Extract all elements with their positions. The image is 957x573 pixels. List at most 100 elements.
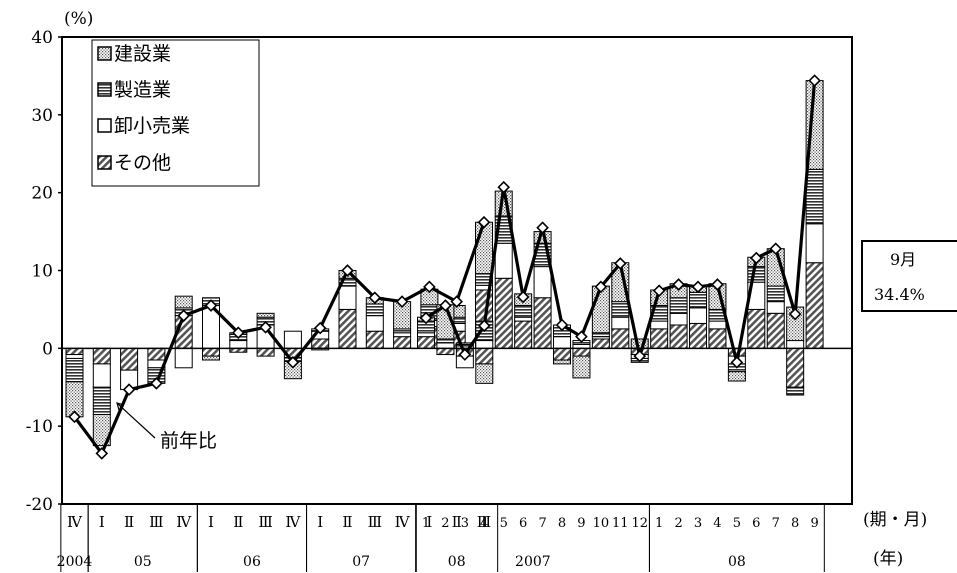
bar-other-month bbox=[611, 328, 630, 349]
x-tick-label-quarter: Ⅲ bbox=[368, 513, 382, 531]
yoy-marker bbox=[423, 280, 436, 294]
x-tick-label-month: 6 bbox=[752, 516, 760, 531]
yoy-marker bbox=[613, 257, 627, 270]
bar-other-month bbox=[494, 277, 513, 349]
yoy-label: 前年比 bbox=[160, 430, 217, 452]
bar-other-month bbox=[650, 328, 669, 349]
yoy-marker bbox=[450, 295, 464, 308]
year-label: 07 bbox=[352, 554, 370, 570]
bar-retail-quarter bbox=[92, 363, 111, 388]
legend-label-retail: 卸小売業 bbox=[114, 115, 190, 137]
yoy-arrow-shaft bbox=[117, 403, 156, 439]
legend: 建設業 製造業 卸小売業 その他 bbox=[91, 39, 260, 187]
bar-manufacturing-month bbox=[591, 332, 610, 338]
bar-retail-month bbox=[669, 312, 688, 326]
yoy-marker bbox=[555, 318, 569, 332]
callout-box bbox=[861, 240, 957, 312]
bar-other-month bbox=[591, 338, 610, 349]
bar-retail-month bbox=[436, 342, 455, 349]
x-tick-label-month: 11 bbox=[612, 516, 629, 531]
bar-manufacturing-month bbox=[669, 297, 688, 314]
x-tick-label-month: 10 bbox=[593, 516, 610, 531]
bar-retail-month bbox=[417, 332, 435, 338]
bar-other-month bbox=[553, 347, 572, 361]
bar-other-month bbox=[708, 328, 727, 349]
yoy-marker bbox=[536, 221, 549, 235]
x-tick-label-quarter: Ⅰ bbox=[208, 513, 214, 531]
yoy-marker bbox=[477, 319, 491, 333]
x-tick-label-month: 1 bbox=[422, 516, 430, 531]
bar-retail-quarter bbox=[365, 315, 384, 332]
bar-manufacturing-quarter bbox=[65, 357, 84, 383]
bar-other-month bbox=[533, 297, 552, 349]
x-tick-label-quarter: Ⅱ bbox=[452, 513, 462, 531]
legend-swatch-manufacturing bbox=[97, 82, 112, 97]
x-tick-label-month: 5 bbox=[500, 516, 508, 531]
yoy-marker bbox=[672, 278, 685, 291]
plot-frame bbox=[61, 36, 853, 505]
x-tick-label-month: 7 bbox=[772, 516, 780, 531]
bar-construction-quarter bbox=[174, 295, 193, 309]
bar-manufacturing-month bbox=[689, 291, 708, 309]
yoy-marker bbox=[122, 383, 136, 396]
yoy-marker bbox=[439, 299, 452, 312]
y-tick-label: -20 bbox=[26, 495, 53, 515]
x-tick-label-month: 9 bbox=[577, 516, 585, 531]
yoy-marker bbox=[395, 295, 409, 308]
yoy-marker bbox=[808, 74, 821, 87]
yoy-marker bbox=[286, 356, 300, 369]
bar-other-month bbox=[514, 320, 533, 349]
yoy-marker bbox=[259, 320, 272, 334]
y-tick-label: -10 bbox=[26, 417, 53, 437]
x-tick-label-month: 7 bbox=[538, 516, 546, 531]
y-tick-label: 40 bbox=[31, 28, 53, 48]
x-tick-label-month: 4 bbox=[713, 516, 721, 531]
bar-manufacturing-month bbox=[436, 338, 455, 344]
x-tick-label-quarter: Ⅱ bbox=[233, 513, 243, 531]
yoy-marker bbox=[497, 180, 511, 194]
year-label: 08 bbox=[448, 554, 466, 570]
x-tick-label-quarter: Ⅳ bbox=[395, 513, 411, 531]
year-label: 05 bbox=[134, 554, 152, 570]
x-tick-label-month: 3 bbox=[694, 516, 702, 531]
bar-construction-quarter bbox=[475, 221, 493, 275]
x-tick-label-quarter: Ⅱ bbox=[124, 513, 134, 531]
bar-retail-month bbox=[611, 316, 630, 330]
bar-retail-quarter bbox=[393, 332, 412, 338]
yoy-marker bbox=[575, 330, 588, 343]
bar-other-quarter bbox=[202, 347, 220, 357]
bar-manufacturing-month bbox=[611, 301, 630, 318]
bar-other-quarter bbox=[365, 330, 384, 349]
bar-other-month bbox=[805, 262, 824, 349]
year-label: 2007 bbox=[515, 554, 551, 570]
y-tick-label: 0 bbox=[42, 339, 53, 359]
x-tick-label-quarter: Ⅱ bbox=[342, 513, 352, 531]
bar-retail-month bbox=[805, 223, 824, 264]
x-tick-label-quarter: Ⅳ bbox=[285, 513, 301, 531]
x-tick-label-month: 9 bbox=[810, 516, 818, 531]
legend-box bbox=[91, 39, 260, 187]
bar-retail-quarter bbox=[229, 340, 248, 349]
x-tick-label-month: 5 bbox=[733, 516, 741, 531]
bar-other-month bbox=[747, 308, 766, 349]
bar-manufacturing-month bbox=[514, 305, 533, 318]
x-tick-label-month: 6 bbox=[519, 516, 527, 531]
bar-other-quarter bbox=[256, 347, 275, 357]
bar-construction-month bbox=[553, 359, 572, 365]
yoy-marker bbox=[477, 215, 491, 229]
bar-other-quarter bbox=[393, 336, 412, 349]
year-label: 08 bbox=[728, 554, 746, 570]
yoy-marker bbox=[68, 410, 81, 424]
bar-other-month bbox=[436, 347, 455, 356]
yoy-marker bbox=[594, 280, 608, 294]
yoy-arrow-head bbox=[116, 402, 125, 411]
bar-retail-quarter bbox=[338, 285, 357, 310]
year-label: 06 bbox=[243, 554, 261, 570]
bar-retail-quarter bbox=[65, 354, 84, 359]
yoy-marker bbox=[150, 377, 163, 390]
bar-other-quarter bbox=[338, 308, 357, 349]
bar-retail-month bbox=[514, 316, 533, 322]
x-tick-label-quarter: Ⅰ bbox=[426, 513, 432, 531]
bar-retail-month bbox=[766, 301, 785, 314]
